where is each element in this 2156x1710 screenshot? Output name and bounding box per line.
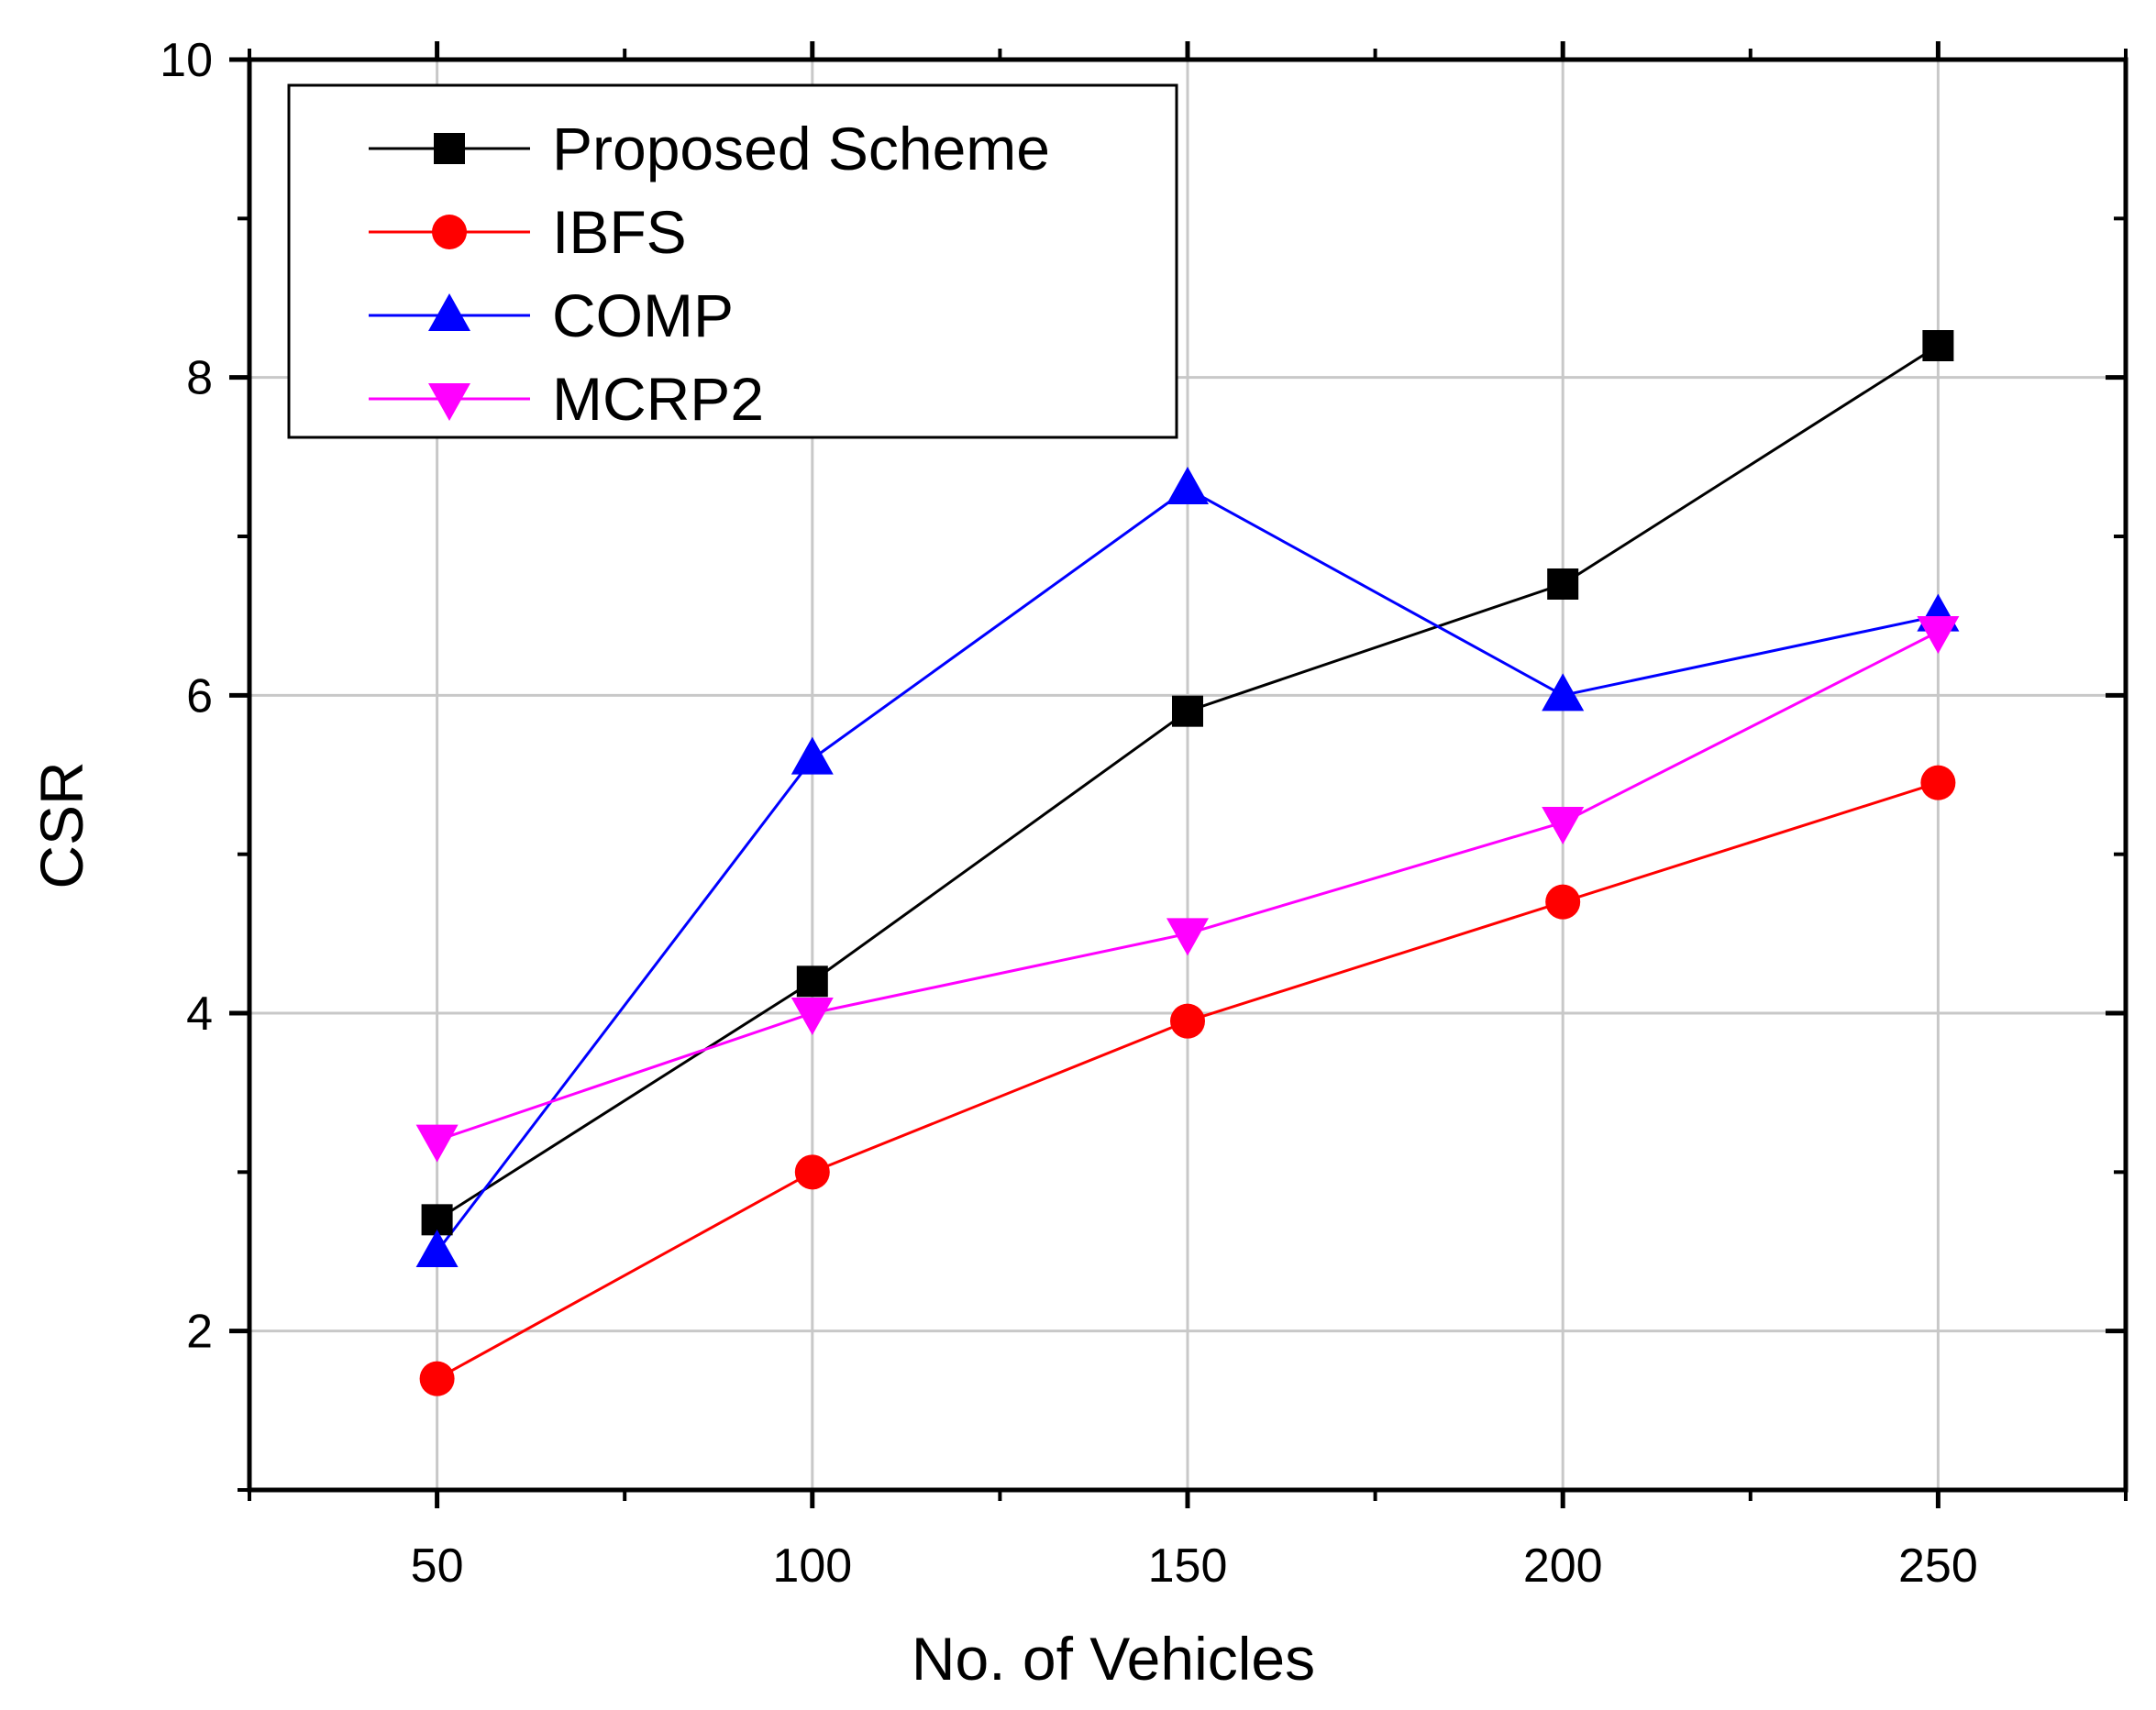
- x-tick-label: 200: [1523, 1539, 1603, 1593]
- data-point-ibfs: [1545, 884, 1581, 920]
- x-axis-title: No. of Vehicles: [912, 1625, 1315, 1693]
- legend-marker-proposed-scheme: [434, 133, 465, 164]
- data-point-comp: [791, 736, 834, 775]
- y-tick-label: 2: [186, 1306, 213, 1359]
- data-point-mcrp2: [415, 1124, 459, 1163]
- y-tick-label: 6: [186, 669, 213, 723]
- legend-marker-ibfs: [432, 215, 467, 249]
- data-point-mcrp2: [791, 998, 834, 1035]
- series-markers: [415, 330, 1960, 1396]
- x-tick-label: 150: [1148, 1539, 1228, 1593]
- data-point-proposed-scheme: [1922, 330, 1954, 361]
- tick-labels: 50 100 150 200 250 2 4 6 8 10: [160, 34, 1978, 1593]
- data-point-mcrp2: [1166, 918, 1209, 956]
- data-point-proposed-scheme: [1547, 568, 1579, 600]
- y-tick-label: 4: [186, 987, 213, 1041]
- x-tick-label: 100: [772, 1539, 852, 1593]
- y-axis-title: CSR: [28, 761, 95, 888]
- data-point-ibfs: [1920, 765, 1956, 800]
- legend-marker-mcrp2: [428, 383, 470, 421]
- legend-label-ibfs: IBFS: [552, 198, 687, 266]
- data-point-comp: [1542, 673, 1585, 712]
- data-point-proposed-scheme: [796, 965, 828, 998]
- data-point-ibfs: [794, 1154, 830, 1190]
- data-point-ibfs: [1170, 1003, 1205, 1039]
- legend-label-proposed-scheme: Proposed Scheme: [552, 115, 1050, 182]
- legend-marker-comp: [428, 293, 470, 331]
- data-point-ibfs: [419, 1361, 455, 1396]
- data-point-mcrp2: [1917, 616, 1960, 654]
- legend-label-mcrp2: MCRP2: [552, 365, 764, 433]
- y-tick-label: 10: [160, 34, 213, 87]
- y-tick-label: 8: [186, 352, 213, 405]
- data-point-comp: [415, 1230, 459, 1267]
- axis-ticks: [229, 41, 2128, 1508]
- x-tick-label: 250: [1898, 1539, 1978, 1593]
- data-point-comp: [1166, 467, 1209, 504]
- legend: Proposed Scheme IBFS COMP MCRP2: [287, 83, 1178, 439]
- legend-label-comp: COMP: [552, 281, 734, 349]
- x-tick-label: 50: [411, 1539, 464, 1593]
- data-point-mcrp2: [1542, 807, 1585, 844]
- data-point-proposed-scheme: [1172, 695, 1203, 727]
